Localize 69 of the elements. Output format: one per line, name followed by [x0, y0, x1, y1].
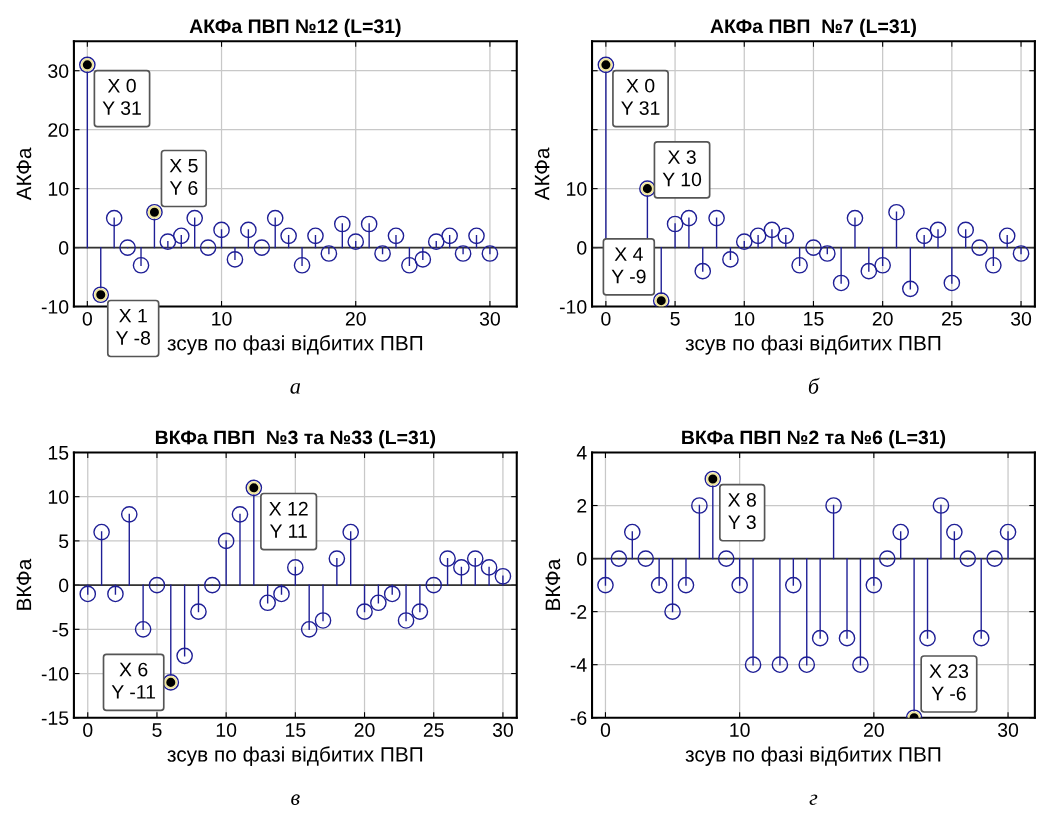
x-tick-label: 0 — [82, 311, 92, 326]
x-tick-label: 10 — [734, 311, 755, 326]
text: в — [291, 794, 300, 806]
annotation: X 0 Y 31 — [621, 78, 660, 115]
x-tick-label: 20 — [872, 311, 893, 326]
y-tick-label: 20 — [48, 123, 69, 137]
y-tick-label: -5 — [52, 622, 69, 637]
y-tick-label: 0 — [577, 241, 587, 255]
chart-title: АКФа ПВП №12 (L=31) — [189, 18, 401, 37]
x-tick-label: 20 — [345, 311, 366, 326]
x-tick-label: 20 — [864, 723, 884, 737]
y-tick-label: 5 — [59, 534, 69, 549]
annotation: X 0 Y 31 — [102, 78, 141, 115]
annotation: X 3 Y 10 — [662, 150, 702, 187]
y-tick-label: -15 — [41, 711, 69, 725]
y-tick-label: 15 — [48, 446, 69, 460]
x-axis-title: зсув по фазі відбитих ПВП — [685, 746, 941, 766]
x-tick-label: 0 — [601, 311, 611, 326]
y-axis-title: ВКФа — [545, 558, 561, 610]
x-tick-label: 10 — [730, 723, 750, 737]
x-tick-label: 15 — [286, 723, 306, 737]
y-tick-label: -10 — [559, 300, 587, 314]
annotation: X 1 Y -8 — [115, 308, 151, 345]
chart-title: ВКФа ПВП №3 та №33 (L=31) — [155, 430, 436, 449]
x-tick-label: 5 — [152, 723, 162, 737]
chart-title: АКФа ПВП №7 (L=31) — [710, 18, 916, 37]
x-tick-label: 30 — [1010, 311, 1032, 326]
y-tick-label: 10 — [48, 490, 69, 504]
y-axis-title: АКФа — [16, 147, 32, 201]
x-tick-label: 15 — [804, 312, 824, 326]
x-tick-label: 5 — [670, 312, 680, 326]
annotation: X 12 Y 11 — [269, 501, 308, 538]
y-tick-label: 10 — [567, 182, 587, 196]
annotation: X 23 Y -6 — [929, 664, 969, 701]
y-tick-label: 0 — [59, 578, 69, 593]
text: а — [290, 383, 301, 394]
y-tick-label: 10 — [48, 182, 69, 196]
annotation: X 5 Y 6 — [169, 158, 198, 195]
chart-title: ВКФа ПВП №2 та №6 (L=31) — [682, 430, 946, 449]
x-tick-label: 25 — [942, 311, 962, 326]
y-axis-title: АКФа — [534, 147, 550, 201]
x-tick-label: 10 — [216, 723, 237, 737]
y-tick-label: 0 — [577, 552, 587, 566]
y-axis-title: ВКФа — [16, 558, 32, 610]
x-tick-label: 0 — [83, 723, 93, 737]
y-tick-label: 30 — [48, 64, 69, 78]
annotation: X 8 Y 3 — [728, 492, 756, 530]
y-tick-label: -4 — [570, 658, 587, 672]
x-axis-title: зсув по фазі відбитих ПВП — [685, 335, 941, 355]
y-tick-label: -10 — [41, 300, 69, 314]
x-axis-title: зсув по фазі відбитих ПВП — [167, 335, 423, 355]
x-tick-label: 20 — [354, 723, 375, 737]
text: г — [809, 794, 818, 806]
x-tick-label: 10 — [212, 311, 232, 326]
x-tick-label: 30 — [997, 723, 1019, 737]
y-tick-label: -10 — [41, 667, 69, 681]
y-tick-label: 4 — [576, 446, 587, 460]
x-tick-label: 30 — [492, 723, 513, 737]
annotation: X 6 Y -11 — [111, 662, 156, 699]
y-tick-label: 2 — [577, 498, 587, 513]
text: б — [808, 377, 820, 394]
y-tick-label: -2 — [570, 605, 587, 619]
x-tick-label: 25 — [423, 723, 444, 737]
annotation: X 4 Y -9 — [611, 247, 646, 284]
x-tick-label: 30 — [479, 311, 500, 326]
x-tick-label: 0 — [600, 723, 611, 737]
y-tick-label: -6 — [570, 711, 587, 725]
y-tick-label: 0 — [59, 241, 69, 255]
x-axis-title: зсув по фазі відбитих ПВП — [167, 746, 423, 766]
